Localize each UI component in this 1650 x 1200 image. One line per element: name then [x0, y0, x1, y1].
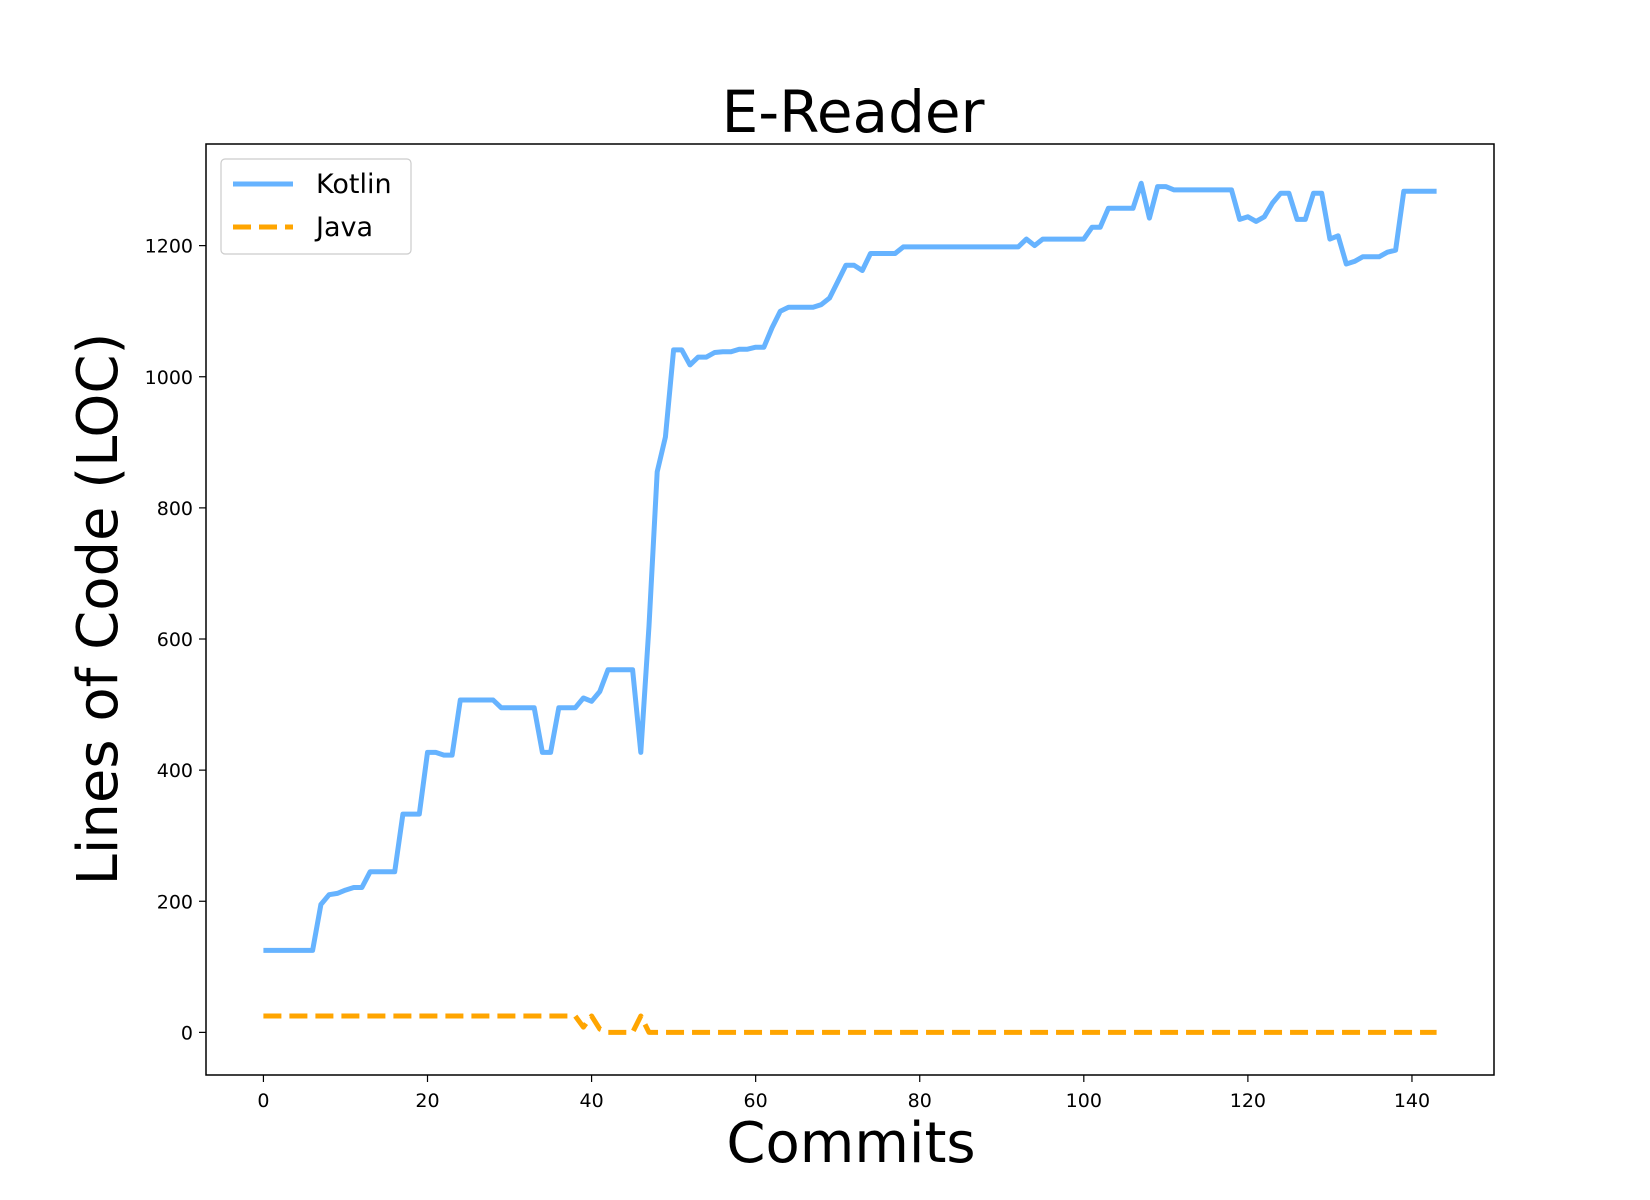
- y-tick-label: 1200: [145, 236, 193, 258]
- series-layer: [263, 180, 1437, 1035]
- x-tick-label: 20: [415, 1090, 439, 1112]
- x-tick-label: 100: [1066, 1090, 1102, 1112]
- x-tick-label: 140: [1394, 1090, 1430, 1112]
- x-tick-label: 80: [908, 1090, 932, 1112]
- y-axis: 0 200 400 600 800 1000 1200: [145, 236, 206, 1044]
- plot-frame: [205, 143, 1495, 1076]
- x-axis: 0 20 40 60 80 100 120 140: [257, 1075, 1430, 1112]
- y-tick-label: 1000: [145, 367, 193, 389]
- y-tick-label: 800: [157, 498, 193, 520]
- y-tick-label: 200: [157, 891, 193, 913]
- series-line-kotlin: [263, 180, 1437, 953]
- legend-label-kotlin: Kotlin: [316, 169, 392, 200]
- y-tick-label: 400: [157, 760, 193, 782]
- chart-title: E-Reader: [722, 78, 985, 146]
- y-tick-label: 600: [157, 629, 193, 651]
- x-axis-label: Commits: [726, 1111, 975, 1176]
- legend: Kotlin Java: [220, 158, 412, 255]
- x-tick-label: 60: [744, 1090, 768, 1112]
- x-tick-label: 40: [579, 1090, 603, 1112]
- x-tick-label: 0: [257, 1090, 269, 1112]
- series-line-java: [263, 1013, 1437, 1035]
- y-tick-label: 0: [181, 1022, 193, 1044]
- y-axis-label: Lines of Code (LOC): [66, 333, 131, 886]
- x-tick-label: 120: [1230, 1090, 1266, 1112]
- legend-label-java: Java: [314, 212, 373, 243]
